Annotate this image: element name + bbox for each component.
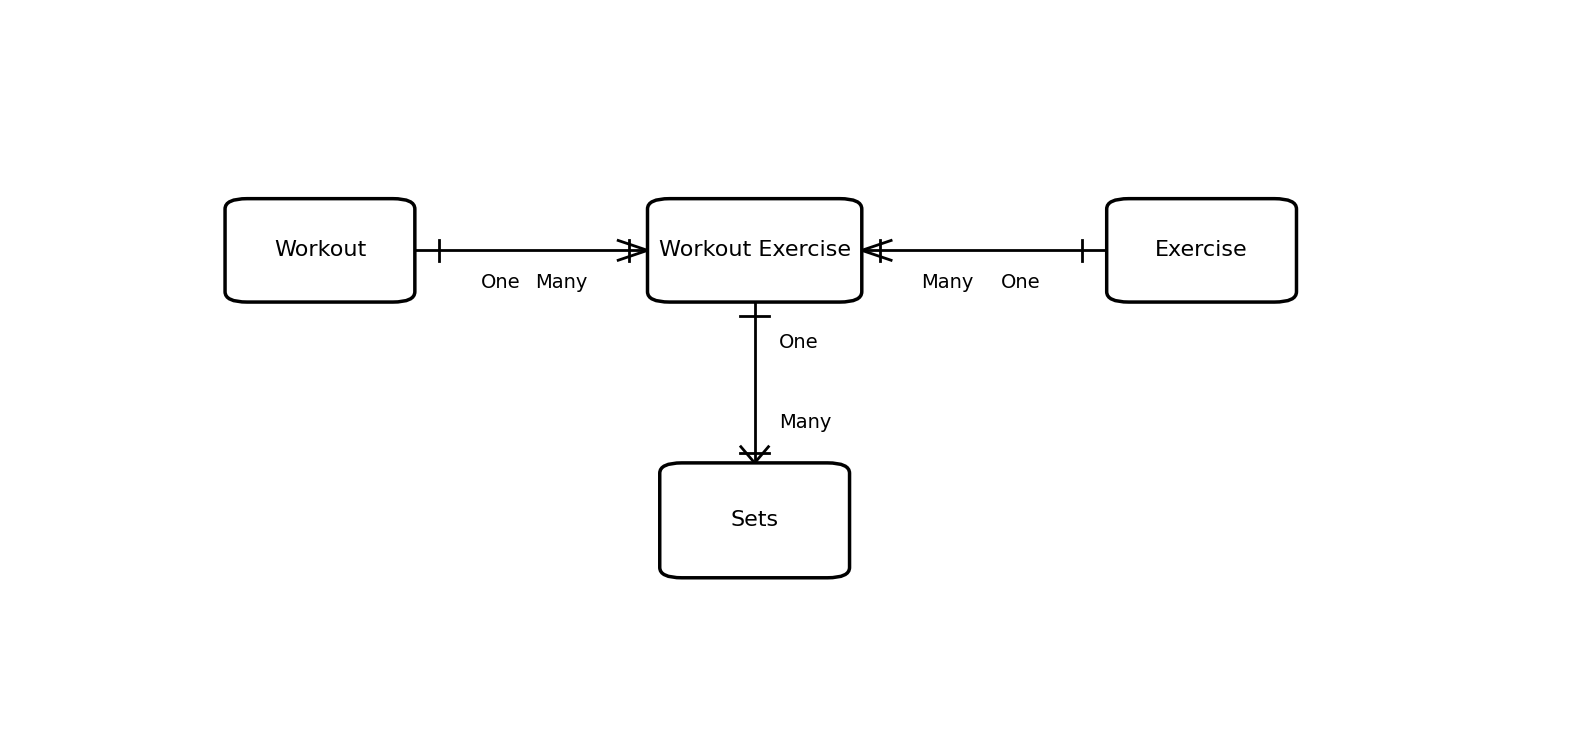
FancyBboxPatch shape [224, 198, 416, 302]
FancyBboxPatch shape [648, 198, 861, 302]
Text: Workout: Workout [273, 240, 367, 260]
Text: Many: Many [536, 273, 588, 292]
FancyBboxPatch shape [1106, 198, 1297, 302]
Text: One: One [480, 273, 520, 292]
Text: Many: Many [921, 273, 973, 292]
Text: Sets: Sets [730, 510, 779, 530]
Text: Many: Many [779, 413, 831, 432]
Text: One: One [1002, 273, 1041, 292]
Text: One: One [779, 333, 818, 352]
Text: Exercise: Exercise [1155, 240, 1248, 260]
Text: Workout Exercise: Workout Exercise [659, 240, 850, 260]
FancyBboxPatch shape [660, 463, 850, 577]
